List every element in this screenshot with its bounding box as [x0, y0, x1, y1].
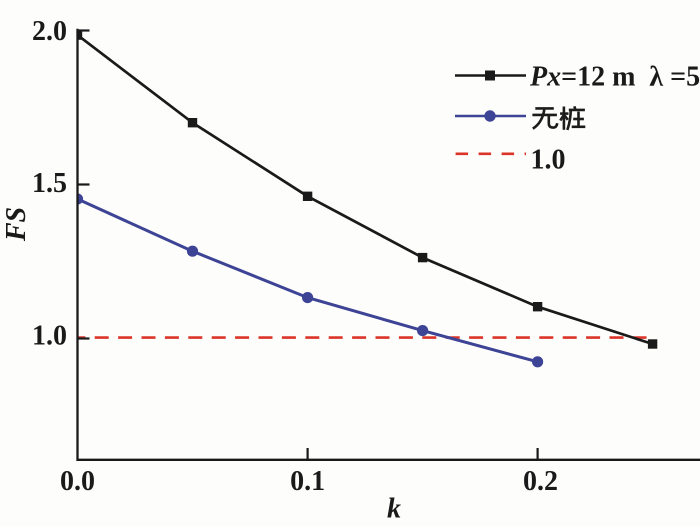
svg-text:1.0: 1.0 — [32, 321, 67, 352]
svg-text:0.2: 0.2 — [523, 466, 558, 497]
svg-text:0.1: 0.1 — [290, 466, 325, 497]
svg-text:2.0: 2.0 — [32, 16, 67, 47]
svg-text:1.0: 1.0 — [531, 145, 566, 176]
svg-text:k: k — [387, 494, 401, 525]
svg-text:0.0: 0.0 — [60, 466, 95, 497]
svg-text:Px=12 m λ =5: Px=12 m λ =5 — [529, 62, 700, 93]
svg-text:1.5: 1.5 — [32, 168, 67, 199]
svg-text:FS: FS — [1, 207, 32, 242]
